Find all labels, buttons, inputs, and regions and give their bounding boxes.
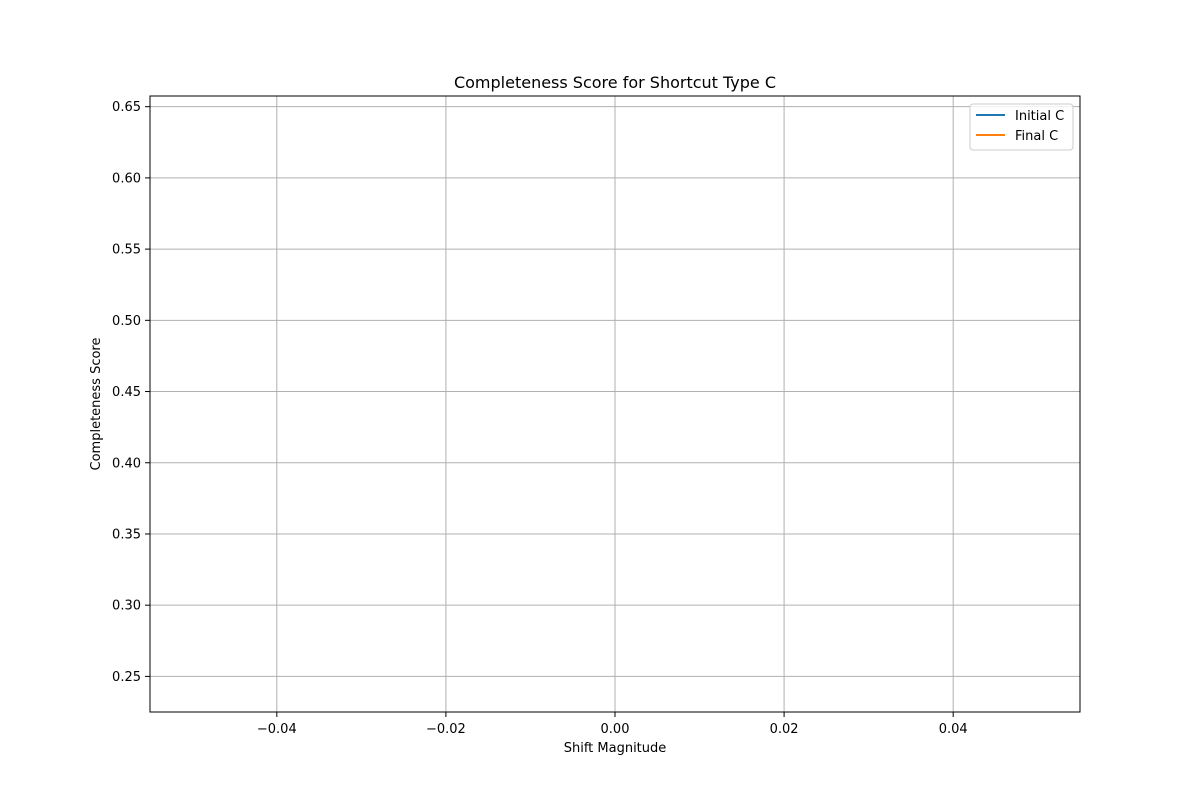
y-tick-label-0-60: 0.60 [112,171,141,186]
grid-lines [150,96,1080,712]
legend-label-initial-c: Initial C [1015,109,1064,124]
legend: Initial C Final C [969,103,1074,151]
chart-title: Completeness Score for Shortcut Type C [454,73,776,92]
y-tick-label-0-25: 0.25 [112,670,141,685]
x-tick-label-minus-0-02: −0.02 [426,722,466,737]
y-tick-label-0-35: 0.35 [112,527,141,542]
x-axis-ticks: −0.04 −0.02 0.00 0.02 0.04 [257,712,968,737]
y-axis-ticks: 0.25 0.30 0.35 0.40 0.45 0.50 0.55 0.60 0.65 [112,100,150,685]
x-axis-label: Shift Magnitude [564,741,667,756]
y-tick-label-0-45: 0.45 [112,385,141,400]
y-tick-label-0-55: 0.55 [112,243,141,258]
y-tick-label-0-30: 0.30 [112,599,141,614]
legend-label-final-c: Final C [1015,129,1058,144]
x-tick-label-minus-0-04: −0.04 [257,722,297,737]
x-tick-label-0-04: 0.04 [939,722,968,737]
y-axis-label: Completeness Score [89,338,104,471]
y-tick-label-0-40: 0.40 [112,456,141,471]
y-tick-label-0-65: 0.65 [112,100,141,115]
x-tick-label-0-00: 0.00 [601,722,630,737]
y-tick-label-0-50: 0.50 [112,314,141,329]
x-tick-label-0-02: 0.02 [770,722,799,737]
